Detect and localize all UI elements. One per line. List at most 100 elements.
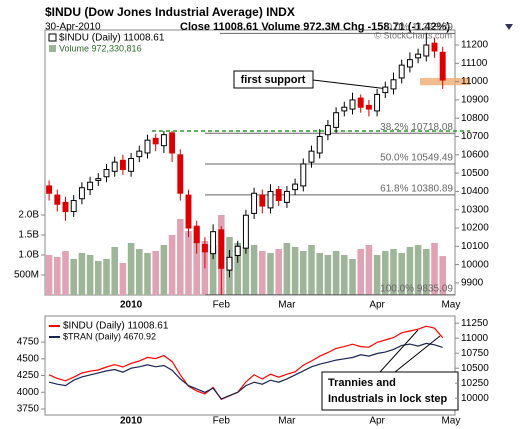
- volume-bar: [382, 251, 389, 295]
- candle-body: [242, 214, 249, 249]
- y-tick-label: 10000: [461, 259, 489, 270]
- legend-label: Volume 972,330,816: [59, 43, 142, 53]
- candle-body: [333, 112, 340, 128]
- candle-body: [111, 161, 118, 172]
- y-tick-label: 10600: [461, 149, 489, 160]
- y-tick-label: 2.0B: [18, 210, 39, 221]
- candle-body: [87, 181, 94, 191]
- candle-body: [160, 134, 167, 147]
- volume-bar: [431, 243, 438, 295]
- candle-body: [119, 159, 126, 170]
- candle-body: [46, 185, 53, 194]
- x-tick-label: Mar: [278, 416, 296, 427]
- volume-bar: [267, 253, 274, 295]
- candle-body: [152, 137, 159, 145]
- candle-body: [103, 168, 110, 178]
- candle-body: [374, 93, 381, 112]
- x-tick-label: May: [441, 300, 460, 311]
- x-tick-label: Mar: [278, 300, 296, 311]
- candle-body: [283, 190, 290, 203]
- volume-bar: [373, 255, 381, 295]
- candle-body: [431, 42, 438, 52]
- y-tick-label: 9900: [461, 278, 484, 289]
- candle-body: [398, 64, 405, 79]
- candle-body: [169, 132, 176, 154]
- volume-bar: [275, 249, 282, 295]
- candle-body: [423, 44, 430, 57]
- volume-bar: [324, 255, 332, 295]
- candle-body: [201, 243, 208, 253]
- y-tick-label: 4500: [17, 353, 40, 364]
- x-tick-label: Feb: [213, 300, 231, 311]
- volume-bar: [250, 245, 258, 295]
- candle-body: [78, 187, 85, 200]
- volume-bar: [316, 253, 323, 295]
- y-tick-label: 10100: [461, 241, 489, 252]
- candle-body: [259, 194, 266, 207]
- candle-body: [128, 157, 135, 172]
- fib-label: 50.0% 10549.49: [380, 153, 453, 164]
- candle-body: [95, 178, 102, 181]
- y-tick-label: 10400: [461, 186, 489, 197]
- volume-bar: [291, 247, 299, 295]
- volume-bar: [119, 263, 127, 295]
- volume-bar: [111, 247, 118, 295]
- legend-icon: [49, 45, 56, 52]
- candle-body: [292, 183, 299, 191]
- y-tick-label: 10900: [461, 95, 489, 106]
- candle-body: [341, 106, 348, 112]
- y2-tick-label: 10500: [461, 363, 489, 374]
- y-tick-label: 1.0B: [18, 250, 39, 261]
- candle-body: [365, 104, 372, 110]
- volume-bar: [95, 261, 102, 295]
- volume-bar: [193, 227, 200, 295]
- candle-body: [70, 200, 77, 213]
- candle-body: [357, 97, 364, 108]
- series-line: [48, 325, 444, 401]
- candle-body: [275, 189, 282, 202]
- candle-body: [226, 256, 233, 271]
- candle-body: [218, 229, 225, 269]
- volume-bar: [160, 245, 168, 295]
- y-tick-label: 500M: [14, 270, 39, 281]
- candle-body: [193, 225, 200, 244]
- volume-bar: [70, 259, 77, 295]
- candle-body: [415, 53, 422, 59]
- y-tick-label: 4750: [17, 337, 40, 348]
- volume-bar: [349, 259, 356, 295]
- callout-line: [312, 79, 389, 90]
- volume-bar: [357, 249, 364, 295]
- callout-box: [233, 70, 314, 89]
- x-tick-label: Apr: [369, 416, 385, 427]
- candle-body: [406, 59, 413, 68]
- candle-body: [144, 139, 151, 154]
- volume-bar: [365, 245, 373, 295]
- candle-body: [316, 136, 323, 154]
- candle-body: [210, 231, 217, 255]
- candle-body: [349, 99, 356, 110]
- legend-label: $INDU (Daily) 11008.61: [63, 321, 169, 332]
- volume-bar: [185, 231, 192, 295]
- legend-label: $INDU (Daily) 11008.61: [59, 33, 165, 44]
- volume-bar: [332, 251, 340, 295]
- volume-bar: [242, 247, 250, 295]
- fib-label: 100.0% 9835.09: [380, 283, 453, 294]
- volume-bar: [168, 235, 176, 295]
- y2-tick-label: 10750: [461, 348, 489, 359]
- y2-tick-label: 11000: [461, 333, 489, 344]
- candle-body: [324, 125, 331, 136]
- y-tick-label: 4000: [17, 387, 40, 398]
- volume-bar: [62, 251, 69, 295]
- legend-label: $TRAN (Daily) 4670.92: [63, 331, 156, 341]
- candle-body: [390, 79, 397, 90]
- y-tick-label: 10800: [461, 113, 489, 124]
- candle-body: [234, 245, 241, 256]
- candle-body: [300, 163, 307, 187]
- volume-bar: [144, 253, 151, 295]
- volume-bar: [423, 249, 430, 295]
- fib-label: 61.8% 10380.89: [380, 184, 453, 195]
- candle-body: [439, 51, 446, 81]
- support-zone: [420, 77, 470, 86]
- candle-body: [251, 192, 258, 214]
